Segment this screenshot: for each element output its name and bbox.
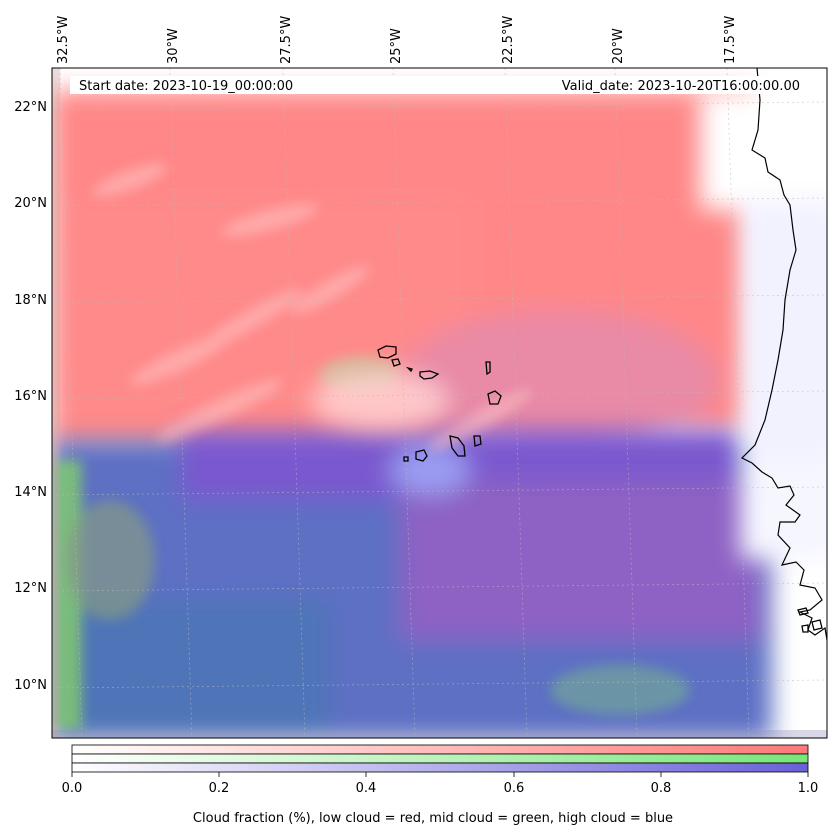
colorbar-tick-label: 0.6 <box>504 781 525 796</box>
colorbar-ticks <box>71 772 809 777</box>
lon-tick-label: 27.5°W <box>279 16 294 64</box>
longitude-gridline <box>392 68 416 738</box>
colorbar-tick-label: 0.0 <box>62 781 83 796</box>
cape-verde-islands <box>377 345 823 633</box>
clear-sky-region <box>310 90 827 560</box>
map-panel <box>52 68 827 738</box>
map-gridlines <box>52 68 827 738</box>
latitude-gridline <box>52 486 827 496</box>
island-fogo <box>415 449 428 462</box>
colorbar-tick-label: 0.4 <box>356 781 377 796</box>
longitude-axis: 32.5°W 30°W 27.5°W 25°W 22.5°W 20°W 17.5… <box>56 16 738 64</box>
lon-tick-label: 22.5°W <box>501 16 516 64</box>
colorbar-high <box>71 762 809 773</box>
latitude-axis: 22°N 20°N 18°N 16°N 14°N 12°N 10°N <box>14 100 47 693</box>
colorbar-tick-label: 0.8 <box>651 781 672 796</box>
latitude-gridline <box>52 390 827 400</box>
lat-tick-label: 22°N <box>14 100 47 115</box>
island-sao-nicolau <box>419 370 440 380</box>
map-frame <box>51 67 828 739</box>
longitude-gridline <box>59 68 83 738</box>
island-maio <box>473 435 482 447</box>
lon-tick-label: 20°W <box>611 28 626 64</box>
island-santa-luzia <box>405 366 413 373</box>
latitude-gridline <box>52 197 827 207</box>
colorbar-mid <box>71 753 809 764</box>
latitude-gridline <box>52 294 827 304</box>
lat-tick-label: 20°N <box>14 196 47 211</box>
colorbar: 0.0 0.2 0.4 0.6 0.8 1.0 Cloud fraction (… <box>62 744 819 826</box>
lon-tick-label: 17.5°W <box>723 16 738 64</box>
longitude-gridline <box>282 68 306 738</box>
lat-tick-label: 18°N <box>14 293 47 308</box>
island-boa-vista <box>487 390 502 405</box>
longitude-gridline <box>504 68 528 738</box>
lat-tick-label: 12°N <box>14 581 47 596</box>
valid-date-label: Valid_date: 2023-10-20T16:00:00.00 <box>562 79 800 94</box>
coastline <box>740 68 827 641</box>
colorbar-tick-label: 1.0 <box>798 781 819 796</box>
lat-tick-label: 16°N <box>14 389 47 404</box>
africa-coastline <box>740 68 827 641</box>
island-brava <box>403 456 409 462</box>
longitude-gridline <box>614 68 638 738</box>
island-sal <box>485 361 491 376</box>
bissagos-islands <box>797 607 823 633</box>
colorbar-low <box>71 744 809 755</box>
start-date-label: Start date: 2023-10-19_00:00:00 <box>79 79 293 94</box>
latitude-gridline <box>52 679 827 689</box>
colorbar-caption: Cloud fraction (%), low cloud = red, mid… <box>193 811 673 826</box>
lat-tick-label: 14°N <box>14 485 47 500</box>
date-header: Start date: 2023-10-19_00:00:00 Valid_da… <box>70 76 808 94</box>
cloud-streaks <box>92 163 533 451</box>
lon-tick-label: 32.5°W <box>56 16 71 64</box>
island-santiago <box>449 435 466 457</box>
island-santo-antao <box>377 345 397 359</box>
longitude-gridline <box>169 68 193 738</box>
lon-tick-label: 25°W <box>389 28 404 64</box>
island-sao-vicente <box>391 358 401 367</box>
colorbar-tick-label: 0.2 <box>209 781 230 796</box>
latitude-gridline <box>52 101 827 111</box>
lat-tick-label: 10°N <box>14 678 47 693</box>
latitude-gridline <box>52 582 827 592</box>
longitude-gridline <box>726 68 750 738</box>
lon-tick-label: 30°W <box>166 28 181 64</box>
